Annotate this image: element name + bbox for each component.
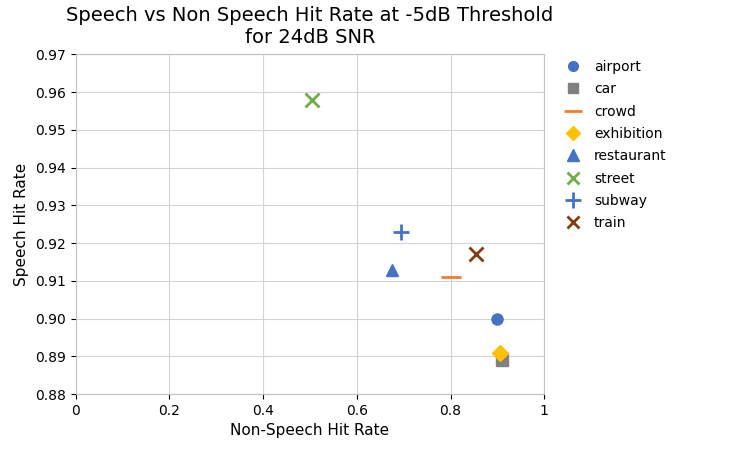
X-axis label: Non-Speech Hit Rate: Non-Speech Hit Rate [231, 424, 389, 439]
Title: Speech vs Non Speech Hit Rate at -5dB Threshold
for 24dB SNR: Speech vs Non Speech Hit Rate at -5dB Th… [67, 6, 553, 47]
Y-axis label: Speech Hit Rate: Speech Hit Rate [14, 163, 29, 286]
Legend: airport, car, crowd, exhibition, restaurant, street, subway, train: airport, car, crowd, exhibition, restaur… [553, 54, 672, 236]
